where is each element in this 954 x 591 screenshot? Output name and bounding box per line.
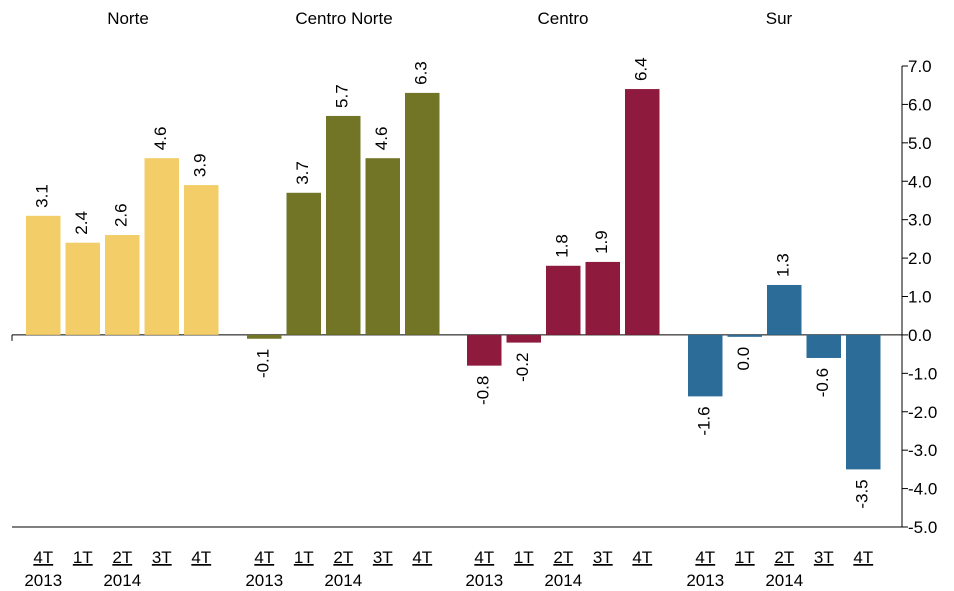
quarter-label: 1T <box>294 548 314 567</box>
quarter-label: 2T <box>774 548 794 567</box>
y-tick-label: 2.0 <box>908 249 932 268</box>
year-label: 2013 <box>686 571 724 590</box>
quarter-label: 4T <box>695 548 715 567</box>
y-tick-label: -4.0 <box>908 480 937 499</box>
data-label: -0.2 <box>513 353 532 382</box>
bar <box>105 235 140 335</box>
quarter-label: 4T <box>33 548 53 567</box>
quarter-label: 2T <box>333 548 353 567</box>
bar <box>144 158 179 335</box>
data-label: 3.7 <box>293 161 312 185</box>
quarter-label: 1T <box>735 548 755 567</box>
bar <box>247 334 282 339</box>
quarter-label: 3T <box>593 548 613 567</box>
data-label: 6.3 <box>412 61 431 85</box>
y-tick-label: 5.0 <box>908 134 932 153</box>
y-tick-label: 0.0 <box>908 326 932 345</box>
bar <box>625 89 660 335</box>
bar <box>727 334 762 337</box>
y-tick-label: 7.0 <box>908 57 932 76</box>
quarter-label: 4T <box>853 548 873 567</box>
bar <box>365 158 400 335</box>
year-label: 2013 <box>465 571 503 590</box>
group-title: Sur <box>766 9 793 28</box>
data-label: 2.4 <box>72 211 91 235</box>
quarter-label: 4T <box>412 548 432 567</box>
data-label: 3.1 <box>33 184 52 208</box>
y-tick-label: 1.0 <box>908 288 932 307</box>
group-title: Centro Norte <box>295 9 392 28</box>
bar <box>846 334 881 470</box>
bar <box>184 185 219 335</box>
bar <box>326 115 361 335</box>
data-label: -0.8 <box>474 376 493 405</box>
year-label: 2013 <box>245 571 283 590</box>
quarter-label: 1T <box>73 548 93 567</box>
y-tick-label: -3.0 <box>908 441 937 460</box>
data-label: 4.6 <box>151 127 170 151</box>
quarter-label: 4T <box>474 548 494 567</box>
y-tick-label: -5.0 <box>908 518 937 537</box>
quarter-label: 3T <box>814 548 834 567</box>
bar <box>65 242 100 335</box>
group-title: Centro <box>537 9 588 28</box>
y-tick-label: 6.0 <box>908 95 932 114</box>
data-label: 1.3 <box>774 253 793 277</box>
year-label: 2014 <box>324 571 362 590</box>
quarter-label: 4T <box>254 548 274 567</box>
quarter-label: 3T <box>152 548 172 567</box>
data-label: 4.6 <box>372 127 391 151</box>
year-label: 2014 <box>544 571 582 590</box>
bar <box>286 192 321 335</box>
y-tick-label: -1.0 <box>908 364 937 383</box>
quarter-label: 4T <box>632 548 652 567</box>
bar <box>506 334 541 343</box>
bar <box>467 334 502 366</box>
data-label: 5.7 <box>333 84 352 108</box>
bar <box>585 261 620 335</box>
data-label: -1.6 <box>695 406 714 435</box>
bar <box>806 334 841 358</box>
bar <box>546 265 581 335</box>
y-tick-label: 4.0 <box>908 172 932 191</box>
data-label: 1.9 <box>592 230 611 254</box>
data-label: -0.6 <box>813 368 832 397</box>
year-label: 2013 <box>24 571 62 590</box>
quarter-label: 2T <box>553 548 573 567</box>
y-tick-label: -2.0 <box>908 403 937 422</box>
data-label: 1.8 <box>553 234 572 258</box>
data-label: -3.5 <box>853 479 872 508</box>
bar <box>688 334 723 397</box>
data-label: 6.4 <box>632 57 651 81</box>
group-title: Norte <box>107 9 149 28</box>
bar <box>405 92 440 335</box>
data-label: 3.9 <box>191 153 210 177</box>
y-tick-label: 3.0 <box>908 211 932 230</box>
quarter-label: 2T <box>112 548 132 567</box>
quarter-label: 1T <box>514 548 534 567</box>
data-label: 0.0 <box>734 347 753 371</box>
data-label: -0.1 <box>254 349 273 378</box>
year-label: 2014 <box>765 571 803 590</box>
quarter-label: 4T <box>191 548 211 567</box>
bar <box>26 215 61 335</box>
quarter-label: 3T <box>373 548 393 567</box>
data-label: 2.6 <box>112 203 131 227</box>
year-label: 2014 <box>103 571 141 590</box>
bar <box>767 284 802 335</box>
